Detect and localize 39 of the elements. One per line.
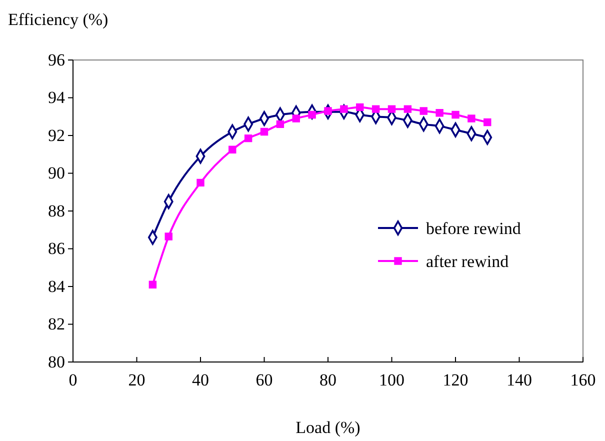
y-tick-label: 88 xyxy=(48,201,65,220)
x-tick-label: 120 xyxy=(442,370,468,390)
y-tick-label: 90 xyxy=(48,164,65,183)
point xyxy=(196,178,204,187)
y-tick-label: 82 xyxy=(48,314,65,334)
point xyxy=(228,146,236,154)
point xyxy=(420,107,428,115)
point xyxy=(292,114,300,122)
point xyxy=(276,120,284,128)
y-axis-title: Efficiency (%) xyxy=(8,10,108,29)
legend-label: before rewind xyxy=(426,219,522,238)
point xyxy=(356,103,364,112)
x-tick-label: 80 xyxy=(320,370,336,390)
point xyxy=(452,110,460,119)
y-tick-label: 94 xyxy=(48,88,66,108)
x-tick-label: 20 xyxy=(128,370,146,390)
x-axis-title: Load (%) xyxy=(296,418,360,437)
y-tick-label: 80 xyxy=(48,352,65,372)
legend-label: after rewind xyxy=(426,252,510,271)
x-tick-label: 0 xyxy=(68,370,78,390)
y-tick-label: 96 xyxy=(48,50,65,70)
point xyxy=(404,105,412,113)
point xyxy=(260,128,268,136)
y-tick-label: 86 xyxy=(48,239,65,258)
x-tick-label: 60 xyxy=(256,370,273,390)
point xyxy=(468,114,476,122)
x-tick-label: 140 xyxy=(506,370,532,390)
y-tick-label: 92 xyxy=(48,126,65,145)
point xyxy=(148,280,157,288)
x-tick-label: 40 xyxy=(192,370,209,390)
point xyxy=(436,108,444,117)
point xyxy=(244,134,252,142)
point xyxy=(372,105,380,113)
x-tick-label: 160 xyxy=(570,370,596,390)
point xyxy=(484,118,492,126)
x-tick-label: 100 xyxy=(379,370,404,390)
y-tick-label: 84 xyxy=(48,276,66,296)
point xyxy=(388,105,396,113)
point xyxy=(164,232,172,240)
